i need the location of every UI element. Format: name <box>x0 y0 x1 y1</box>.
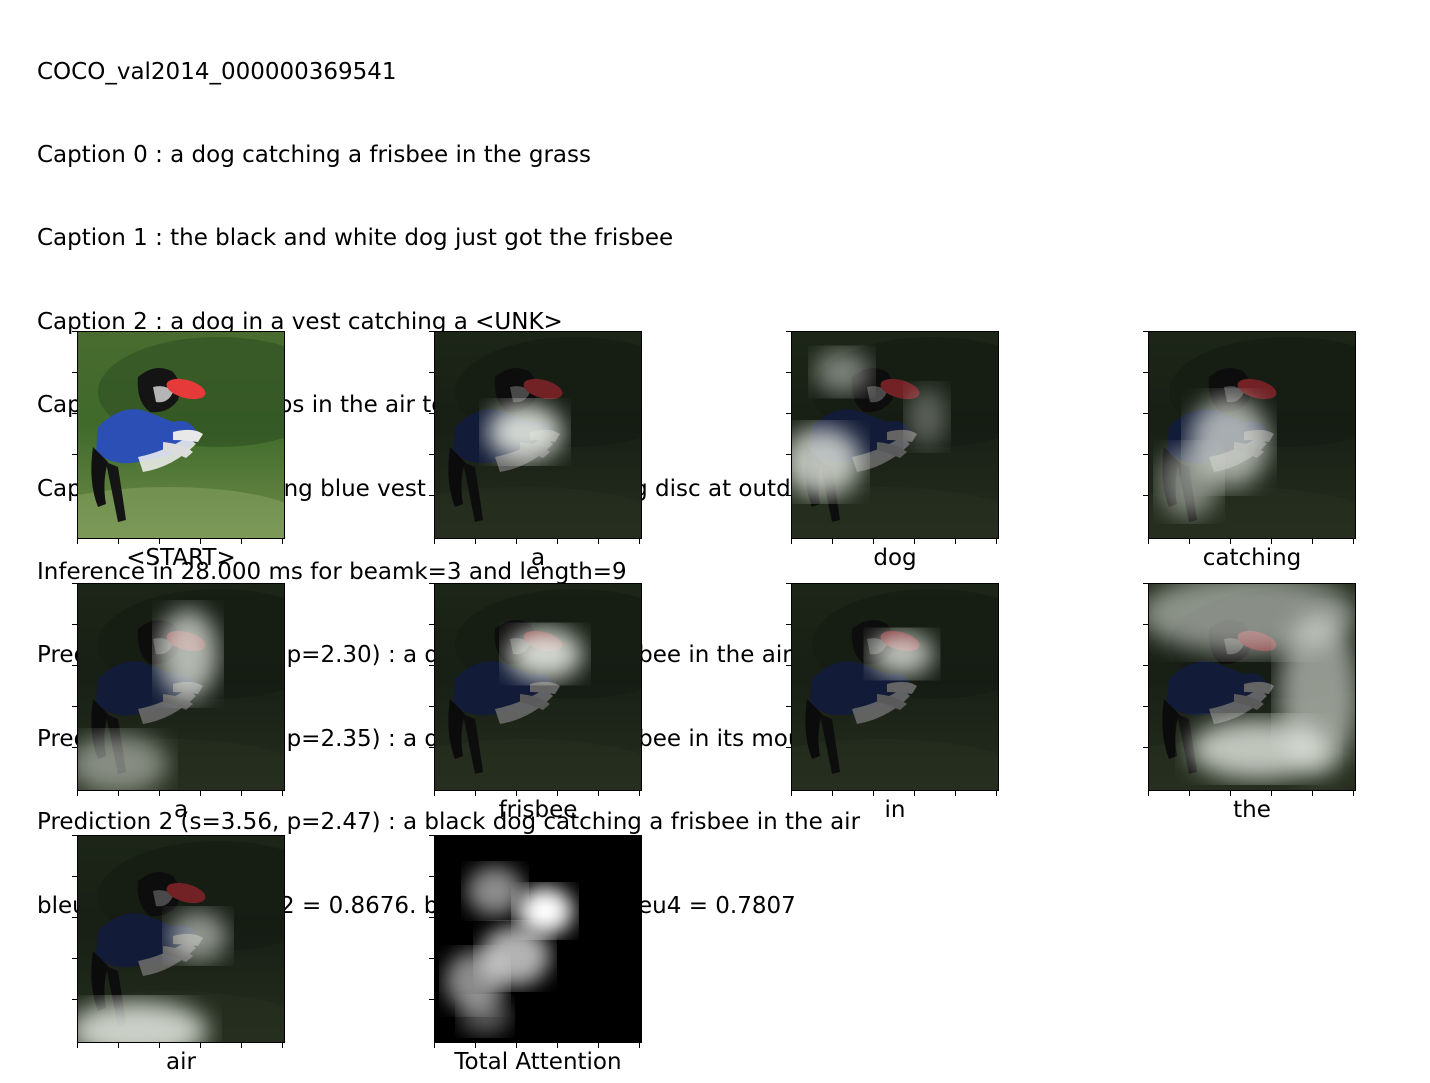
prediction-2: Prediction 2 (s=3.56, p=2.47) : a black … <box>37 809 861 836</box>
attention-panel: a <box>429 331 642 571</box>
attention-image <box>1148 331 1356 539</box>
token-label: frisbee <box>498 797 578 823</box>
attention-image <box>434 583 642 791</box>
attention-image <box>791 331 999 539</box>
token-label: the <box>1233 797 1271 823</box>
token-label: <START> <box>126 545 236 571</box>
caption-0: Caption 0 : a dog catching a frisbee in … <box>37 141 591 168</box>
attention-panel: air <box>72 835 285 1075</box>
attention-panel: Total Attention <box>429 835 642 1075</box>
attention-image <box>434 835 642 1043</box>
attention-image <box>77 331 285 539</box>
inference-info: Inference in 28.000 ms for beamk=3 and l… <box>37 558 627 585</box>
attention-image <box>77 835 285 1043</box>
token-label: catching <box>1202 545 1302 571</box>
attention-panel: the <box>1143 583 1356 823</box>
caption-1: Caption 1 : the black and white dog just… <box>37 225 674 252</box>
attention-panel: dog <box>786 331 999 571</box>
attention-panel: in <box>786 583 999 823</box>
token-label: a <box>173 797 189 823</box>
token-label: in <box>884 797 906 823</box>
attention-panel: frisbee <box>429 583 642 823</box>
attention-image <box>77 583 285 791</box>
image-id: COCO_val2014_000000369541 <box>37 58 397 85</box>
attention-image <box>791 583 999 791</box>
token-label: air <box>166 1049 196 1075</box>
attention-image <box>1148 583 1356 791</box>
caption-2: Caption 2 : a dog in a vest catching a <… <box>37 308 563 335</box>
attention-panel: <START> <box>72 331 285 571</box>
attention-panel: a <box>72 583 285 823</box>
token-label: a <box>530 545 546 571</box>
attention-panel: catching <box>1143 331 1356 571</box>
token-label: dog <box>873 545 917 571</box>
token-label: Total Attention <box>454 1049 622 1075</box>
attention-image <box>434 331 642 539</box>
